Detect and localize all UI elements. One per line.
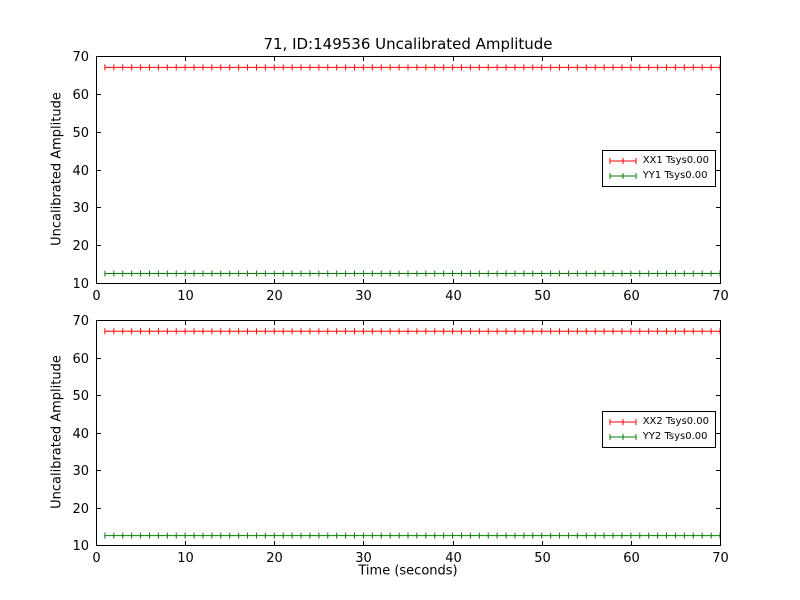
- axes-frame: [96, 56, 721, 284]
- x-tick-label: 0: [92, 289, 100, 304]
- x-tick-label: 20: [266, 289, 283, 304]
- legend-label-yy1: YY1 Tsys0.00: [642, 170, 708, 181]
- x-tick-label: 40: [445, 551, 462, 566]
- legend-label-yy2: YY2 Tsys0.00: [642, 431, 708, 442]
- series-YY2: [104, 532, 721, 539]
- x-tick-label: 30: [355, 551, 372, 566]
- x-tick-label: 10: [177, 551, 194, 566]
- y-tick-label: 50: [72, 126, 89, 141]
- figure-title: 71, ID:149536 Uncalibrated Amplitude: [263, 35, 553, 53]
- legend-entry-xx1: XX1 Tsys0.00: [609, 155, 709, 167]
- errorbar-line-icon: [609, 419, 637, 425]
- x-tick-label: 60: [623, 551, 640, 566]
- axes-frame: [96, 320, 721, 546]
- subplot-2-xlabel: Time (seconds): [358, 563, 458, 579]
- y-tick-label: 50: [72, 389, 89, 404]
- subplot-2-ylabel: Uncalibrated Amplitude: [49, 355, 65, 509]
- y-tick-label: 10: [72, 539, 89, 554]
- x-tick-label: 10: [177, 289, 194, 304]
- x-tick-label: 40: [445, 289, 462, 304]
- y-tick-label: 20: [72, 502, 89, 517]
- x-tick-label: 60: [623, 289, 640, 304]
- y-tick-label: 30: [72, 464, 89, 479]
- y-tick-label: 40: [72, 164, 89, 179]
- x-tick-label: 70: [712, 551, 729, 566]
- subplot-1-legend: XX1 Tsys0.00 YY1 Tsys0.00: [601, 150, 716, 187]
- y-tick-label: 60: [72, 88, 89, 103]
- legend-entry-yy2: YY2 Tsys0.00: [609, 431, 709, 443]
- errorbar-line-icon: [609, 434, 637, 440]
- errorbar-line-icon: [609, 173, 637, 179]
- legend-label-xx2: XX2 Tsys0.00: [642, 416, 709, 427]
- series-XX2: [104, 328, 721, 335]
- y-tick-label: 30: [72, 201, 89, 216]
- x-tick-label: 70: [712, 289, 729, 304]
- y-tick-label: 60: [72, 352, 89, 367]
- x-tick-label: 30: [355, 289, 372, 304]
- y-tick-label: 20: [72, 239, 89, 254]
- x-tick-label: 20: [266, 551, 283, 566]
- x-tick-label: 50: [534, 289, 551, 304]
- legend-label-xx1: XX1 Tsys0.00: [642, 155, 709, 166]
- legend-entry-yy1: YY1 Tsys0.00: [609, 170, 709, 182]
- x-tick-label: 0: [92, 551, 100, 566]
- y-tick-label: 10: [72, 277, 89, 292]
- x-tick-label: 50: [534, 551, 551, 566]
- series-XX1: [104, 64, 721, 71]
- subplot-1-ylabel: Uncalibrated Amplitude: [49, 92, 65, 246]
- y-tick-label: 70: [72, 314, 89, 329]
- errorbar-line-icon: [609, 158, 637, 164]
- y-tick-label: 70: [72, 50, 89, 65]
- legend-entry-xx2: XX2 Tsys0.00: [609, 416, 709, 428]
- subplot-2-legend: XX2 Tsys0.00 YY2 Tsys0.00: [601, 411, 716, 448]
- series-YY1: [104, 270, 721, 277]
- y-tick-label: 40: [72, 427, 89, 442]
